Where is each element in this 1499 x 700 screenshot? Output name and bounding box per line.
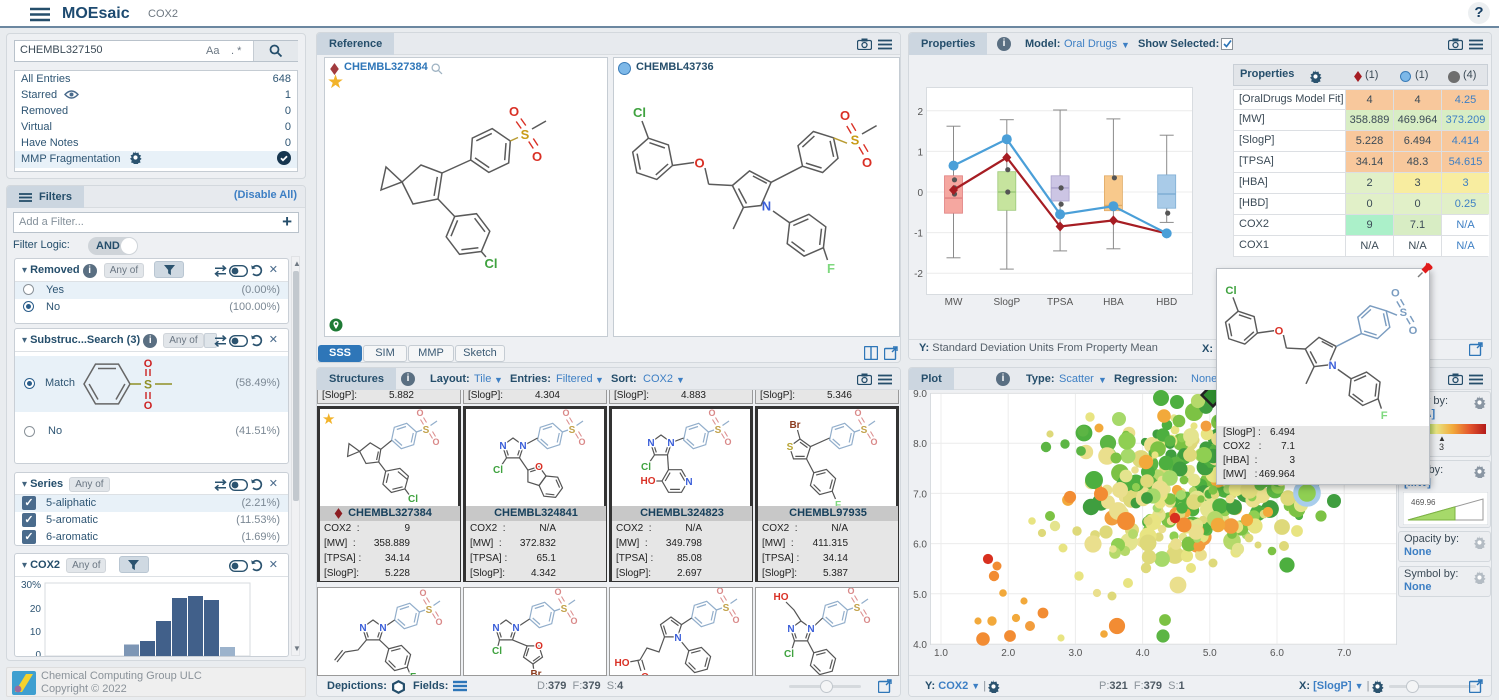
svg-text:0: 0 bbox=[35, 650, 41, 657]
svg-text:Cl: Cl bbox=[492, 646, 502, 657]
svg-text:Cl: Cl bbox=[633, 105, 646, 120]
svg-text:1: 1 bbox=[917, 147, 923, 158]
svg-text:N: N bbox=[492, 623, 499, 634]
svg-text:3.0: 3.0 bbox=[1068, 648, 1082, 659]
svg-text:N: N bbox=[647, 438, 654, 449]
svg-text:S: S bbox=[787, 442, 794, 453]
svg-text:S: S bbox=[851, 133, 860, 148]
svg-text:SlogP: SlogP bbox=[993, 297, 1020, 308]
svg-text:2.0: 2.0 bbox=[1001, 648, 1015, 659]
svg-text:Br: Br bbox=[789, 420, 800, 431]
svg-text:O: O bbox=[509, 104, 519, 119]
svg-text:O: O bbox=[535, 462, 543, 473]
svg-text:Cl: Cl bbox=[408, 494, 418, 505]
svg-text:0: 0 bbox=[917, 188, 923, 199]
svg-text:5.0: 5.0 bbox=[1203, 648, 1217, 659]
svg-text:TPSA: TPSA bbox=[1047, 297, 1073, 308]
svg-text:6.0: 6.0 bbox=[913, 540, 927, 551]
svg-text:N: N bbox=[379, 623, 386, 634]
svg-text:Cl: Cl bbox=[493, 465, 503, 476]
svg-text:O: O bbox=[862, 155, 872, 170]
svg-text:20: 20 bbox=[30, 604, 42, 615]
svg-text:S: S bbox=[1400, 307, 1408, 319]
svg-text:O: O bbox=[144, 358, 153, 370]
svg-text:Cl: Cl bbox=[485, 256, 498, 271]
svg-text:-2: -2 bbox=[914, 269, 923, 280]
svg-text:4.0: 4.0 bbox=[1136, 648, 1150, 659]
svg-text:O: O bbox=[144, 400, 153, 412]
svg-text:S: S bbox=[144, 378, 152, 392]
svg-text:O: O bbox=[1391, 288, 1400, 300]
svg-text:Cl: Cl bbox=[784, 649, 794, 660]
svg-text:N: N bbox=[667, 438, 674, 449]
svg-text:O: O bbox=[1275, 326, 1284, 338]
svg-text:F: F bbox=[1381, 410, 1388, 422]
svg-text:N: N bbox=[519, 441, 526, 452]
svg-text:N: N bbox=[762, 198, 771, 213]
svg-text:N: N bbox=[674, 633, 681, 644]
svg-text:1.0: 1.0 bbox=[934, 648, 948, 659]
svg-text:2: 2 bbox=[917, 107, 923, 118]
svg-text:7.0: 7.0 bbox=[1337, 648, 1351, 659]
svg-text:O: O bbox=[532, 149, 542, 164]
svg-text:5.0: 5.0 bbox=[913, 590, 927, 601]
svg-text:HO: HO bbox=[615, 658, 630, 669]
svg-text:HO: HO bbox=[641, 476, 656, 487]
svg-text:F: F bbox=[827, 261, 835, 276]
svg-text:8.0: 8.0 bbox=[913, 439, 927, 450]
svg-text:O: O bbox=[1409, 325, 1418, 337]
svg-text:Cl: Cl bbox=[1225, 285, 1236, 297]
svg-text:Br: Br bbox=[530, 669, 541, 676]
svg-text:HBA: HBA bbox=[1103, 297, 1124, 308]
svg-text:-1: -1 bbox=[914, 229, 923, 240]
svg-text:O: O bbox=[840, 108, 850, 123]
svg-text:7.0: 7.0 bbox=[913, 489, 927, 500]
svg-text:30%: 30% bbox=[21, 580, 41, 591]
svg-text:N: N bbox=[499, 441, 506, 452]
svg-text:N: N bbox=[512, 623, 519, 634]
svg-text:4.0: 4.0 bbox=[913, 640, 927, 651]
svg-text:Cl: Cl bbox=[641, 462, 651, 473]
svg-text:6.0: 6.0 bbox=[1270, 648, 1284, 659]
svg-text:N: N bbox=[685, 477, 692, 488]
svg-text:O: O bbox=[535, 641, 543, 652]
svg-text:HBD: HBD bbox=[1156, 297, 1177, 308]
svg-text:F: F bbox=[835, 500, 841, 506]
svg-text:469.96: 469.96 bbox=[1411, 498, 1436, 507]
svg-text:S: S bbox=[521, 127, 530, 142]
svg-text:F: F bbox=[410, 672, 416, 676]
svg-text:MW: MW bbox=[945, 297, 963, 308]
svg-text:N: N bbox=[787, 624, 794, 635]
svg-text:O: O bbox=[641, 672, 649, 676]
svg-text:N: N bbox=[1329, 360, 1337, 372]
svg-text:9.0: 9.0 bbox=[913, 390, 927, 400]
svg-text:10: 10 bbox=[30, 627, 42, 638]
svg-text:N: N bbox=[359, 623, 366, 634]
svg-text:N: N bbox=[807, 624, 814, 635]
svg-text:O: O bbox=[694, 156, 704, 171]
svg-text:HO: HO bbox=[774, 592, 789, 603]
